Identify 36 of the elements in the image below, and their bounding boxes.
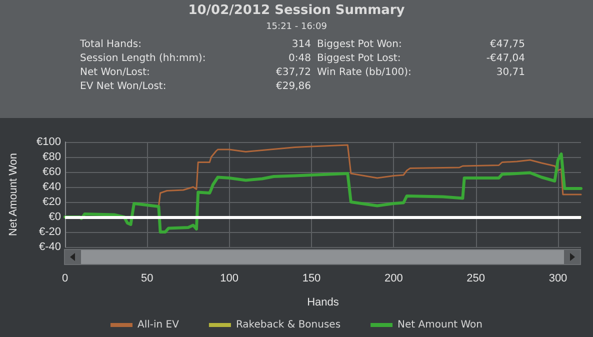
y-tick-label: €100 [36, 136, 61, 148]
text: €37,72 [275, 67, 311, 78]
text: 0:48 [288, 53, 311, 64]
text: 30,71 [495, 67, 525, 78]
y-tick-label: €-40 [38, 241, 61, 253]
x-tick-label: 150 [302, 272, 321, 284]
y-tick-label: €-20 [38, 226, 61, 238]
text: Session Length (hh:mm): [80, 53, 207, 64]
chart-subtitle: 15:21 - 16:09 [265, 22, 328, 32]
y-axis-title: Net Amount Won [8, 153, 20, 236]
legend-label: All-in EV [137, 320, 180, 330]
text: -€47,04 [485, 53, 525, 64]
x-tick-label: 300 [548, 272, 568, 284]
y-tick-label: €20 [42, 196, 61, 208]
x-tick-label: 50 [141, 272, 154, 284]
legend-label: Rakeback & Bonuses [236, 320, 341, 330]
y-tick-label: €80 [42, 151, 61, 163]
text: Net Won/Lost: [80, 67, 151, 78]
x-tick-label: 100 [220, 272, 239, 284]
text: €47,75 [489, 39, 525, 50]
text: €29,86 [275, 81, 311, 92]
legend-label: Net Amount Won [398, 320, 483, 330]
text: Total Hands: [80, 39, 142, 50]
x-tick-label: 250 [466, 272, 486, 284]
text: EV Net Won/Lost: [80, 81, 168, 92]
y-tick-label: €60 [42, 166, 61, 178]
x-axis-title: Hands [307, 296, 340, 308]
text: Win Rate (bb/100): [317, 67, 412, 78]
text: Biggest Pot Lost: [317, 53, 402, 64]
text: 314 [290, 39, 311, 50]
y-tick-label: €40 [42, 181, 61, 193]
y-tick-label: €0 [48, 211, 61, 223]
x-tick-label: 0 [62, 272, 68, 284]
text: Biggest Pot Won: [317, 39, 403, 50]
chart-title: 10/02/2012 Session Summary [187, 3, 406, 18]
x-tick-label: 200 [384, 272, 403, 284]
